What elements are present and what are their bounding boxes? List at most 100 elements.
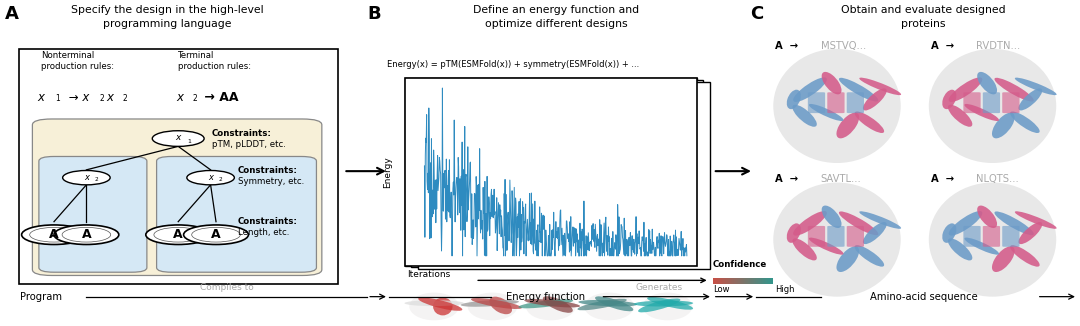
FancyBboxPatch shape <box>1002 226 1020 247</box>
Bar <box>411 80 703 267</box>
Bar <box>769 278 770 284</box>
Text: Energy(x) = pTM(ESMFold(x)) + symmetry(ESMFold(x)) + ...: Energy(x) = pTM(ESMFold(x)) + symmetry(E… <box>387 60 639 69</box>
Bar <box>765 278 766 284</box>
Text: A  →: A → <box>775 40 798 51</box>
Text: 2: 2 <box>192 94 197 103</box>
Ellipse shape <box>793 238 816 260</box>
Bar <box>717 278 718 284</box>
Ellipse shape <box>991 246 1015 272</box>
Text: x: x <box>38 91 44 104</box>
Bar <box>734 278 737 284</box>
Ellipse shape <box>991 113 1015 138</box>
Bar <box>738 278 740 284</box>
Text: 1: 1 <box>55 94 59 103</box>
Bar <box>743 278 744 284</box>
Bar <box>716 278 717 284</box>
Ellipse shape <box>822 72 841 94</box>
Circle shape <box>192 228 241 242</box>
Text: MSTVQ...: MSTVQ... <box>821 40 866 51</box>
Text: B: B <box>367 5 381 23</box>
Bar <box>19 49 338 284</box>
Bar <box>771 278 773 284</box>
Bar <box>758 278 760 284</box>
Ellipse shape <box>809 104 843 121</box>
Bar <box>719 278 720 284</box>
Ellipse shape <box>1010 245 1040 267</box>
Bar <box>768 278 770 284</box>
Ellipse shape <box>418 297 462 311</box>
Bar <box>745 278 747 284</box>
Ellipse shape <box>578 299 626 310</box>
Ellipse shape <box>964 238 999 255</box>
Ellipse shape <box>405 300 464 306</box>
Text: A  →: A → <box>931 40 954 51</box>
Bar <box>728 278 729 284</box>
Text: A: A <box>50 228 58 241</box>
Bar <box>721 278 724 284</box>
Ellipse shape <box>1010 111 1040 133</box>
Bar <box>761 278 764 284</box>
Text: C: C <box>751 5 764 23</box>
Text: Obtain and evaluate designed
proteins: Obtain and evaluate designed proteins <box>841 5 1005 29</box>
Bar <box>744 278 746 284</box>
Bar <box>723 278 724 284</box>
Text: NLQTS...: NLQTS... <box>976 174 1020 184</box>
Bar <box>726 278 728 284</box>
Bar <box>715 278 717 284</box>
Bar <box>756 278 758 284</box>
Text: Symmetry, etc.: Symmetry, etc. <box>238 177 303 186</box>
Bar <box>747 278 748 284</box>
Bar <box>755 278 757 284</box>
Text: Iterations: Iterations <box>407 270 450 279</box>
Ellipse shape <box>595 296 633 311</box>
Bar <box>726 278 727 284</box>
Circle shape <box>63 228 111 242</box>
Bar <box>725 278 727 284</box>
Ellipse shape <box>854 111 885 133</box>
Ellipse shape <box>948 77 983 102</box>
Text: Amino-acid sequence: Amino-acid sequence <box>869 292 977 302</box>
Bar <box>759 278 760 284</box>
Text: x: x <box>176 133 180 142</box>
FancyBboxPatch shape <box>827 92 845 113</box>
Bar <box>728 278 730 284</box>
Bar <box>760 278 762 284</box>
Bar <box>720 278 723 284</box>
Ellipse shape <box>526 293 576 320</box>
Ellipse shape <box>995 212 1034 235</box>
Bar <box>732 278 733 284</box>
Bar <box>724 278 725 284</box>
Text: Generates: Generates <box>635 283 683 292</box>
Bar <box>742 278 744 284</box>
Bar <box>768 278 769 284</box>
FancyBboxPatch shape <box>39 156 147 272</box>
Text: Define an energy function and
optimize different designs: Define an energy function and optimize d… <box>473 5 639 29</box>
Bar <box>743 278 745 284</box>
Text: Specify the design in the high-level
programming language: Specify the design in the high-level pro… <box>71 5 264 29</box>
Bar <box>751 278 752 284</box>
Ellipse shape <box>518 299 573 308</box>
Ellipse shape <box>793 211 827 236</box>
Ellipse shape <box>929 183 1056 297</box>
Bar <box>762 278 765 284</box>
Text: A  →: A → <box>775 174 798 184</box>
Ellipse shape <box>839 212 878 235</box>
Bar <box>730 278 732 284</box>
Bar <box>769 278 771 284</box>
Bar <box>714 278 716 284</box>
Text: x: x <box>106 91 112 104</box>
Ellipse shape <box>647 297 693 310</box>
Bar <box>719 278 721 284</box>
Bar <box>405 78 697 266</box>
Ellipse shape <box>409 293 459 320</box>
Bar <box>765 278 767 284</box>
Bar <box>745 278 746 284</box>
Bar <box>756 278 757 284</box>
Circle shape <box>22 225 86 244</box>
Text: x: x <box>176 91 183 104</box>
Bar <box>418 82 710 269</box>
Bar <box>405 78 697 266</box>
Text: RVDTN...: RVDTN... <box>976 40 1021 51</box>
Bar <box>741 278 742 284</box>
FancyBboxPatch shape <box>847 226 864 247</box>
